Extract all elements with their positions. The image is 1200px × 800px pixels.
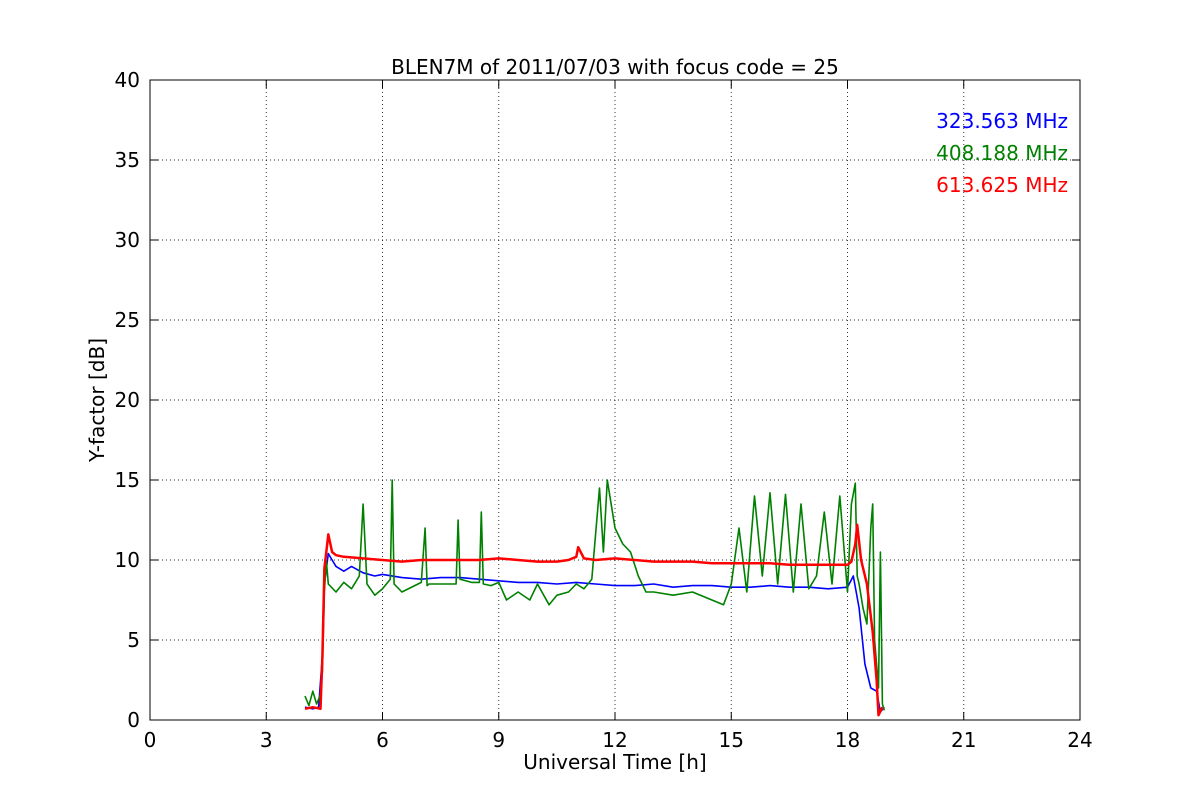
x-tick-label: 15: [719, 728, 744, 752]
y-tick-label: 15: [115, 468, 140, 492]
x-tick-label: 3: [260, 728, 273, 752]
y-tick-label: 30: [115, 228, 140, 252]
y-tick-label: 35: [115, 148, 140, 172]
legend-entry-1: 323.563 MHz: [936, 109, 1068, 133]
x-tick-label: 12: [602, 728, 627, 752]
y-axis-label: Y-factor [dB]: [85, 338, 109, 463]
grid: [150, 80, 1080, 720]
legend-entry-2: 408.188 MHz: [936, 141, 1068, 165]
x-tick-label: 18: [835, 728, 860, 752]
series-line-1: [304, 552, 885, 713]
y-tick-label: 20: [115, 388, 140, 412]
chart-title: BLEN7M of 2011/07/03 with focus code = 2…: [391, 55, 839, 79]
y-tick-label: 5: [127, 628, 140, 652]
series-line-3: [304, 523, 884, 717]
x-tick-label: 0: [144, 728, 157, 752]
y-tick-label: 25: [115, 308, 140, 332]
x-tick-label: 21: [951, 728, 976, 752]
x-tick-label: 24: [1067, 728, 1092, 752]
ticks: 0 3 6 9 12 15 18 21 24 0 5 10 15 20 25 30 35 40: [115, 68, 1093, 752]
series-line-2: [304, 479, 886, 711]
legend-entry-3: 613.625 MHz: [936, 173, 1068, 197]
y-tick-label: 40: [115, 68, 140, 92]
series-lines: [304, 479, 886, 717]
x-tick-label: 9: [492, 728, 505, 752]
x-tick-label: 6: [376, 728, 389, 752]
y-tick-label: 10: [115, 548, 140, 572]
y-tick-label: 0: [127, 708, 140, 732]
legend: 323.563 MHz 408.188 MHz 613.625 MHz: [936, 109, 1068, 197]
x-axis-label: Universal Time [h]: [523, 750, 706, 774]
